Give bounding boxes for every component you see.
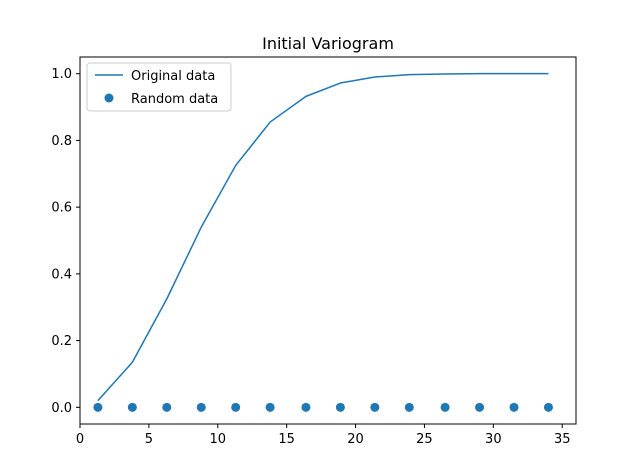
y-tick-label: 0.4 [51, 267, 72, 282]
x-tick-label: 15 [278, 432, 295, 447]
y-tick-label: 0.8 [51, 134, 72, 149]
scatter-point-random-data [440, 402, 450, 412]
scatter-point-random-data [404, 402, 414, 412]
scatter-point-random-data [93, 402, 103, 412]
scatter-point-random-data [301, 402, 311, 412]
axes-ticks: 0 5 10 15 20 25 30 35 0.0 0.2 0.4 0.6 0.8 1.0 [51, 67, 570, 447]
x-tick-label: 20 [347, 432, 364, 447]
scatter-point-random-data [196, 402, 206, 412]
y-tick-label: 0.2 [51, 334, 72, 349]
series-layer [93, 72, 553, 412]
scatter-point-random-data [162, 402, 172, 412]
plot-area [80, 57, 576, 424]
scatter-point-random-data [231, 402, 241, 412]
scatter-point-random-data [265, 402, 275, 412]
y-tick-label: 0.0 [51, 401, 72, 416]
scatter-point-random-data [543, 402, 553, 412]
x-tick-label: 0 [76, 432, 84, 447]
y-tick-label: 1.0 [51, 67, 72, 82]
series-line-original-data [97, 72, 549, 402]
scatter-point-random-data [335, 402, 345, 412]
x-tick-label: 35 [554, 432, 571, 447]
y-tick-label: 0.6 [51, 201, 72, 216]
legend-marker-swatch [104, 93, 114, 103]
legend-label-original-data: Original data [131, 69, 215, 84]
plot-frame [79, 56, 577, 425]
scatter-point-random-data [475, 402, 485, 412]
x-tick-label: 30 [485, 432, 502, 447]
scatter-point-random-data [127, 402, 137, 412]
legend: Original data Random data [86, 62, 232, 112]
chart-title: Initial Variogram [262, 34, 394, 53]
x-tick-label: 10 [210, 432, 227, 447]
legend-label-random-data: Random data [131, 92, 218, 107]
scatter-point-random-data [509, 402, 519, 412]
x-tick-label: 5 [145, 432, 153, 447]
scatter-point-random-data [370, 402, 380, 412]
x-tick-label: 25 [416, 432, 433, 447]
